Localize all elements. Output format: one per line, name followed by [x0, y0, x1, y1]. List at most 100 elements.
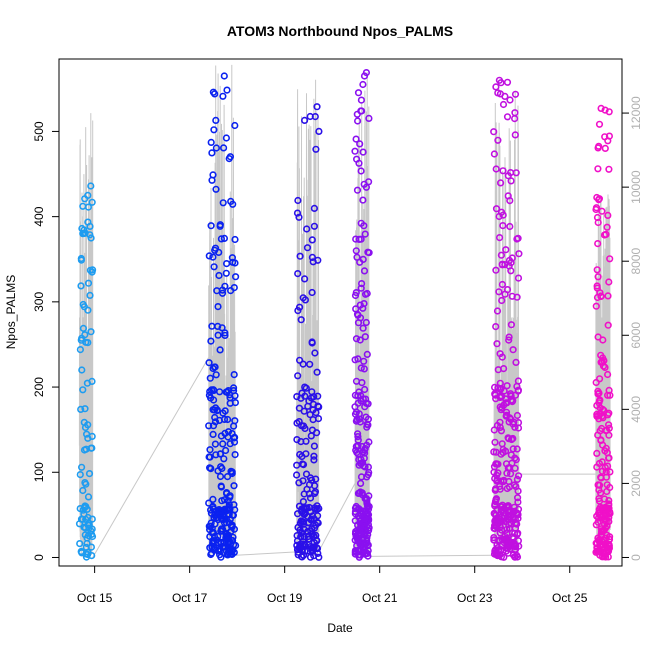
data-point — [503, 382, 511, 390]
data-point — [603, 522, 611, 530]
data-point — [308, 288, 316, 297]
data-point — [313, 103, 321, 111]
data-point — [497, 251, 506, 259]
data-point — [216, 222, 224, 230]
data-point — [293, 393, 301, 401]
data-point — [358, 107, 366, 115]
data-point — [296, 303, 304, 311]
data-point — [357, 392, 365, 400]
data-point — [495, 537, 503, 545]
data-point — [221, 331, 229, 340]
data-point — [498, 503, 506, 511]
data-point — [231, 121, 239, 130]
data-point — [210, 363, 219, 371]
data-point — [225, 549, 233, 557]
data-point — [352, 247, 360, 255]
data-point — [509, 346, 517, 354]
data-point — [364, 471, 372, 479]
points-layer — [75, 68, 614, 561]
data-point — [87, 234, 95, 242]
data-point — [359, 255, 367, 264]
data-point — [207, 465, 215, 473]
data-point — [499, 222, 507, 230]
data-point — [220, 144, 228, 152]
data-point — [491, 383, 499, 392]
data-point — [362, 183, 371, 191]
data-point — [604, 541, 612, 549]
data-point — [510, 114, 519, 123]
data-point — [81, 195, 89, 203]
data-point — [223, 490, 231, 498]
data-point — [220, 234, 228, 242]
data-point — [219, 440, 227, 448]
data-point — [301, 116, 309, 124]
data-point — [593, 282, 601, 290]
data-point — [514, 472, 523, 480]
data-point — [363, 534, 371, 542]
data-point — [362, 318, 370, 327]
data-point — [505, 418, 513, 426]
data-point — [87, 182, 95, 190]
data-point — [598, 207, 606, 215]
y-axis-left: 0 100 200 300 400 500 — [32, 121, 60, 561]
x-tick-label: Oct 15 — [77, 591, 113, 605]
data-point — [218, 514, 226, 523]
data-point — [595, 399, 603, 407]
data-point — [212, 451, 220, 459]
x-tick-label: Oct 23 — [457, 591, 493, 605]
data-point — [364, 463, 373, 471]
data-point — [507, 169, 515, 177]
data-point — [595, 195, 604, 203]
y-tick-label: 500 — [32, 121, 46, 141]
data-point — [603, 223, 611, 231]
data-point — [513, 475, 522, 484]
data-point — [514, 509, 522, 518]
data-point — [82, 515, 90, 524]
data-point — [217, 432, 225, 440]
data-point — [294, 270, 302, 278]
data-point — [84, 306, 92, 314]
data-point — [498, 440, 506, 448]
data-point — [506, 96, 514, 104]
data-point — [222, 134, 230, 142]
data-point — [216, 388, 224, 396]
data-point — [361, 230, 369, 238]
data-point — [359, 148, 367, 156]
data-point — [312, 145, 320, 153]
data-point — [497, 506, 505, 515]
data-point — [593, 213, 602, 222]
data-point — [503, 113, 512, 121]
data-point — [293, 436, 301, 444]
data-point — [308, 476, 316, 484]
data-point — [205, 522, 213, 530]
data-point — [221, 282, 229, 290]
data-point — [78, 549, 86, 557]
data-point — [305, 397, 313, 405]
data-point — [496, 485, 504, 493]
series-5 — [592, 104, 614, 561]
data-point — [606, 508, 614, 516]
data-point — [596, 546, 604, 554]
data-point — [600, 495, 609, 503]
data-point — [502, 395, 510, 403]
data-point — [507, 177, 515, 185]
data-point — [230, 482, 238, 490]
data-point — [87, 328, 95, 336]
data-point — [496, 515, 504, 523]
data-point — [308, 253, 317, 261]
data-point — [312, 531, 320, 540]
data-point — [315, 403, 323, 411]
data-point — [296, 450, 304, 459]
data-point — [216, 507, 224, 515]
data-point — [491, 518, 499, 526]
data-point — [208, 543, 216, 551]
data-point — [213, 511, 221, 519]
data-point — [312, 475, 320, 483]
data-point — [594, 240, 602, 248]
data-point — [298, 505, 306, 513]
data-point — [351, 510, 360, 518]
data-point — [496, 522, 504, 531]
data-point — [218, 527, 226, 535]
data-point — [354, 117, 362, 125]
